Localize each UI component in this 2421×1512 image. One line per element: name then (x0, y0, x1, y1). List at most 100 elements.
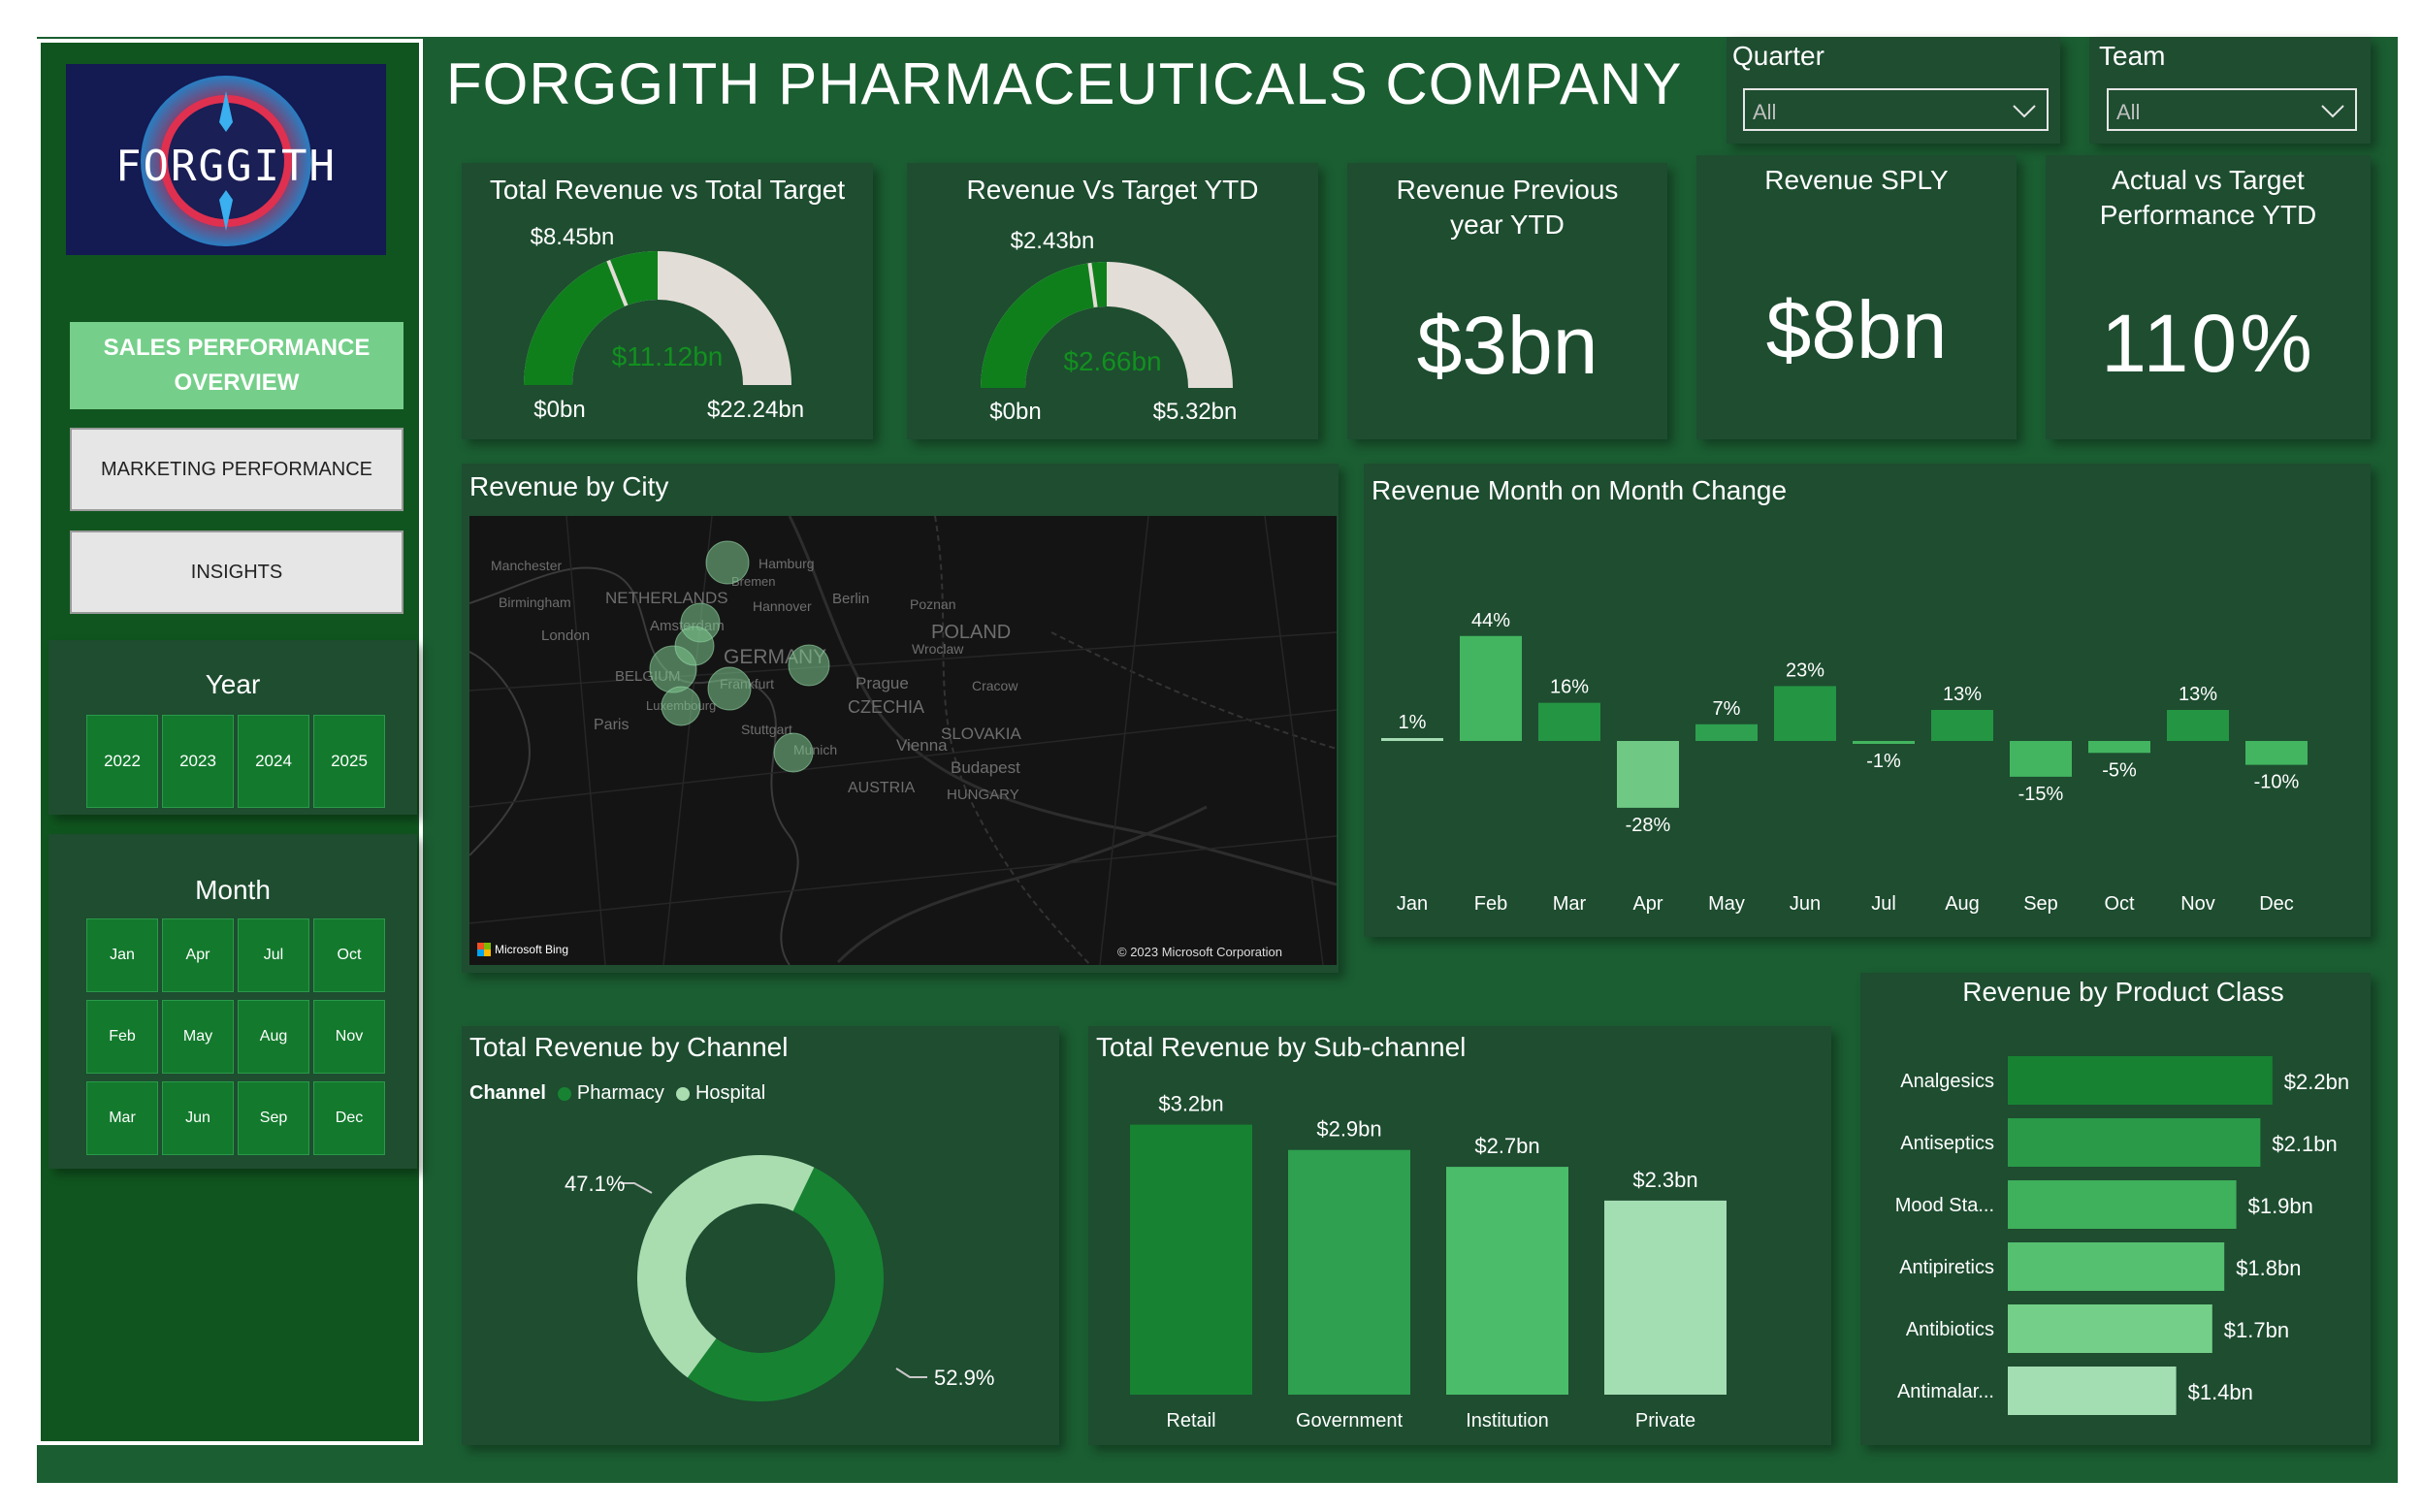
year-option-2025[interactable]: 2025 (313, 715, 385, 808)
legend-item-hospital[interactable]: Hospital (694, 1082, 766, 1104)
team-dropdown-value: All (2116, 100, 2141, 124)
product-category-label: Antibiotics (1906, 1319, 1994, 1340)
donut-slice-hospital[interactable] (637, 1155, 815, 1378)
month-option-apr[interactable]: Apr (162, 918, 234, 992)
subchannel-bar[interactable] (1446, 1167, 1568, 1395)
team-filter-label: Team (2099, 41, 2166, 71)
mom-bar-label: 16% (1550, 677, 1589, 698)
city-bubble[interactable] (674, 626, 715, 666)
chevron-down-icon (2321, 105, 2344, 118)
team-dropdown[interactable]: All (2107, 88, 2357, 131)
mom-bar[interactable] (1853, 741, 1915, 744)
year-option-2024[interactable]: 2024 (238, 715, 309, 808)
map-label: CZECHIA (848, 697, 924, 717)
quarter-filter: Quarter (1727, 37, 2060, 144)
donut-label-pharmacy: 52.9% (934, 1366, 994, 1390)
legend-item-pharmacy[interactable]: Pharmacy (576, 1082, 664, 1104)
month-option-jul[interactable]: Jul (238, 918, 309, 992)
mom-bar[interactable] (1460, 635, 1522, 741)
map-label: AUSTRIA (848, 780, 916, 796)
map-label: Wroclaw (912, 641, 964, 657)
mom-bar[interactable] (1774, 686, 1836, 741)
map-label: Cracow (972, 678, 1018, 693)
revenue-by-city-map[interactable]: ManchesterNETHERLANDSBirminghamAmsterdam… (469, 516, 1337, 965)
year-option-2023[interactable]: 2023 (162, 715, 234, 808)
product-bar[interactable] (2008, 1367, 2177, 1415)
month-option-nov[interactable]: Nov (313, 1000, 385, 1074)
nav-insights[interactable]: INSIGHTS (70, 531, 404, 614)
month-option-aug[interactable]: Aug (238, 1000, 309, 1074)
month-option-may[interactable]: May (162, 1000, 234, 1074)
map-label: Hamburg (759, 556, 815, 571)
company-logo: FORGGITH (66, 64, 386, 255)
subchannel-bar-label: $2.3bn (1632, 1168, 1697, 1192)
product-bar[interactable] (2008, 1304, 2212, 1353)
kpi-title: Actual vs Target Performance YTD (2099, 165, 2317, 230)
gauge-target-label: $2.43bn (1011, 228, 1095, 254)
product-category-label: Antiseptics (1900, 1133, 1994, 1154)
channel-card: Total Revenue by Channel Channel Pharmac… (462, 1026, 1059, 1445)
city-bubble[interactable] (661, 686, 701, 726)
donut-slice-pharmacy[interactable] (687, 1167, 884, 1401)
page-title: FORGGITH PHARMACEUTICALS COMPANY (446, 51, 1683, 116)
map-label: Stuttgart (741, 722, 792, 737)
mom-category-label: Apr (1632, 893, 1662, 915)
product-bar-label: $1.4bn (2188, 1380, 2253, 1404)
month-option-sep[interactable]: Sep (238, 1081, 309, 1155)
map-label: Vienna (896, 736, 948, 755)
subchannel-bar[interactable] (1288, 1149, 1410, 1395)
mom-category-label: Sep (2023, 893, 2058, 915)
product-bar[interactable] (2008, 1118, 2261, 1167)
mom-bar[interactable] (2088, 741, 2150, 754)
product-category-label: Analgesics (1900, 1071, 1994, 1092)
product-bar[interactable] (2008, 1056, 2273, 1105)
subchannel-category-label: Retail (1166, 1410, 1215, 1432)
mom-bar[interactable] (1381, 738, 1443, 741)
city-bubble[interactable] (788, 644, 830, 687)
mom-category-label: Oct (2104, 893, 2135, 915)
map-label: Budapest (951, 758, 1020, 777)
nav-label: SALES PERFORMANCE OVERVIEW (103, 335, 371, 396)
month-option-feb[interactable]: Feb (86, 1000, 158, 1074)
subchannel-bar[interactable] (1130, 1124, 1252, 1395)
product-bar-label: $1.8bn (2236, 1256, 2301, 1280)
mom-bar[interactable] (1538, 702, 1600, 741)
leader-line (621, 1182, 653, 1194)
bing-logo-icon (477, 943, 491, 956)
subchannel-bar-label: $2.7bn (1474, 1134, 1539, 1158)
mom-bar[interactable] (1617, 741, 1679, 808)
mom-category-label: Jun (1790, 893, 1821, 915)
gauge-value-label: $11.12bn (612, 341, 724, 371)
year-option-2022[interactable]: 2022 (86, 715, 158, 808)
month-option-jan[interactable]: Jan (86, 918, 158, 992)
mom-chart-title: Revenue Month on Month Change (1372, 475, 1788, 505)
month-option-oct[interactable]: Oct (313, 918, 385, 992)
mom-bar[interactable] (1695, 724, 1758, 741)
product-bar[interactable] (2008, 1180, 2237, 1229)
month-option-jun[interactable]: Jun (162, 1081, 234, 1155)
mom-bar-label: -5% (2102, 759, 2137, 781)
gauge-title: Revenue Vs Target YTD (966, 175, 1259, 205)
city-bubble[interactable] (773, 732, 814, 773)
mom-bar[interactable] (2167, 710, 2229, 741)
quarter-dropdown[interactable]: All (1743, 88, 2049, 131)
mom-bar-label: -28% (1626, 815, 1671, 836)
subchannel-chart-title: Total Revenue by Sub-channel (1096, 1032, 1467, 1062)
city-bubble[interactable] (707, 666, 752, 711)
nav-marketing-performance[interactable]: MARKETING PERFORMANCE (70, 428, 404, 511)
map-label: HUNGARY (947, 787, 1019, 803)
nav-sales-performance-overview[interactable]: SALES PERFORMANCE OVERVIEW (70, 322, 404, 409)
month-option-dec[interactable]: Dec (313, 1081, 385, 1155)
map-label: NETHERLANDS (605, 589, 728, 607)
nav-label: MARKETING PERFORMANCE (100, 458, 373, 480)
mom-bar[interactable] (2245, 741, 2308, 765)
mom-category-label: Jul (1871, 893, 1896, 915)
month-option-mar[interactable]: Mar (86, 1081, 158, 1155)
subchannel-bar-label: $3.2bn (1158, 1092, 1223, 1116)
mom-bar[interactable] (1931, 710, 1993, 741)
subchannel-bar[interactable] (1604, 1200, 1727, 1395)
product-bar[interactable] (2008, 1242, 2225, 1291)
city-bubble[interactable] (705, 540, 750, 585)
mom-bar[interactable] (2010, 741, 2072, 777)
subchannel-bar-chart: $3.2bn Retail $2.9bn Government $2.7bn Instit… (1130, 1092, 1727, 1432)
